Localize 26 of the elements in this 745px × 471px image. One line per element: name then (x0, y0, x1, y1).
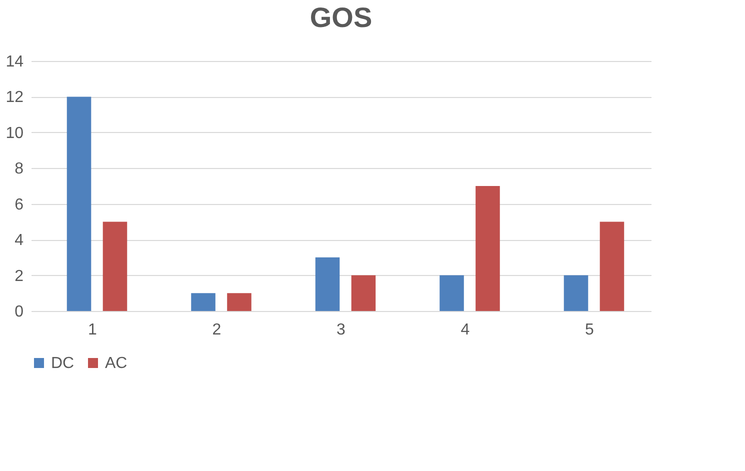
bar (564, 275, 588, 311)
bar (440, 275, 464, 311)
y-tick-label: 10 (6, 124, 24, 142)
y-tick-label: 8 (14, 160, 24, 178)
bar (227, 293, 252, 311)
y-tick-label: 6 (14, 196, 24, 214)
legend-label: DC (51, 355, 74, 372)
x-tick-label: 4 (460, 322, 470, 338)
y-tick-label: 4 (14, 232, 24, 250)
bar (351, 275, 376, 311)
y-tick-label: 14 (6, 54, 24, 70)
x-tick-label: 3 (336, 322, 346, 338)
bar (191, 293, 216, 311)
x-tick-label: 1 (88, 322, 98, 338)
bar (102, 222, 128, 311)
x-tick-label: 2 (212, 322, 222, 338)
bar (66, 96, 92, 311)
bar (315, 257, 340, 311)
chart-title: GOS (310, 2, 372, 33)
y-tick-label: 2 (14, 268, 24, 285)
x-tick-label: 5 (585, 322, 594, 338)
y-tick-label: 12 (6, 89, 24, 106)
bar (600, 222, 624, 311)
legend-label: AC (105, 355, 128, 372)
y-tick-label: 0 (14, 304, 24, 320)
bar (476, 186, 500, 311)
